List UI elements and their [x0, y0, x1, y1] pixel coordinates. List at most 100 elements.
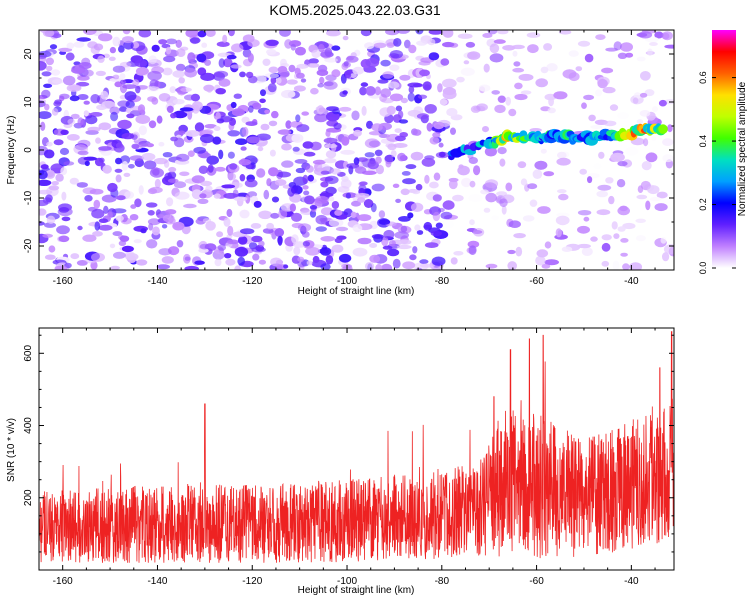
- spectrogram-cell: [430, 230, 442, 237]
- spectrogram-cell: [205, 185, 213, 192]
- x-tick-label: -140: [147, 276, 167, 287]
- spectrogram-cell: [151, 97, 159, 105]
- spectrogram-cell: [102, 164, 112, 174]
- spectrogram-cell: [601, 242, 611, 252]
- spectrogram-cell: [247, 75, 258, 84]
- spectrogram-cell: [98, 224, 113, 231]
- x-tick-label: -160: [53, 276, 73, 287]
- spectrogram-cell: [405, 164, 417, 170]
- spectrogram-cell: [319, 76, 325, 84]
- spectrogram-cell: [98, 218, 109, 223]
- spectrogram-cell: [408, 85, 415, 94]
- spectrogram-cell: [527, 183, 538, 190]
- spectrogram-cell: [148, 120, 157, 129]
- spectrogram-cell: [185, 130, 200, 137]
- x-tick-label: -100: [337, 576, 357, 587]
- spectrogram-cell: [407, 92, 415, 102]
- spectrogram-cell: [226, 208, 233, 218]
- spectrogram-cell: [63, 161, 75, 166]
- spectrogram-cell: [326, 30, 341, 37]
- spectrogram-cell: [491, 215, 499, 221]
- spectrogram-cell: [351, 200, 361, 207]
- spectrogram-cell: [302, 174, 309, 185]
- spectrogram-cell: [184, 94, 196, 101]
- spectrogram-cell: [172, 70, 185, 78]
- spectrogram-cell: [667, 124, 673, 133]
- spectrogram-cell: [617, 226, 626, 232]
- spectrogram-cell: [109, 77, 123, 82]
- spectrogram-cell: [234, 265, 242, 270]
- spectrogram-cell: [641, 161, 652, 171]
- spectrogram-cell: [422, 81, 432, 91]
- spectrogram-cell: [352, 224, 363, 233]
- spectrogram-cell: [277, 66, 288, 74]
- spectrogram-cell: [67, 134, 80, 141]
- spectrogram-cell: [140, 228, 147, 234]
- spectrogram-cell: [215, 111, 221, 121]
- spectrogram-cell: [360, 30, 372, 37]
- spectrogram-cell: [51, 108, 59, 116]
- spectrogram-cell: [546, 63, 558, 72]
- spectrogram-cell: [125, 107, 132, 114]
- spectrogram-cell: [41, 89, 51, 99]
- spectrogram-cell: [170, 112, 177, 119]
- spectrogram-cell: [457, 33, 473, 39]
- spectrogram-cell: [339, 91, 348, 98]
- spectrogram-cell: [602, 86, 616, 94]
- spectrogram-cell: [297, 256, 305, 262]
- y-tick-label: -10: [23, 190, 34, 205]
- spectrogram-cell: [177, 130, 186, 136]
- spectrogram-cell: [507, 249, 516, 255]
- spectrogram-cell: [584, 53, 594, 63]
- spectrogram-cell: [499, 198, 508, 207]
- spectrogram-cell: [119, 79, 127, 85]
- spectrogram-cell: [98, 122, 112, 131]
- spectrogram-cell: [432, 194, 442, 202]
- spectrogram-cell: [217, 244, 226, 251]
- spectrogram-cell: [119, 61, 132, 68]
- spectrogram-cell: [129, 214, 139, 221]
- spectrogram-cell: [328, 218, 344, 228]
- spectrogram-cell: [158, 39, 168, 45]
- spectrogram-cell: [101, 100, 116, 109]
- spectrogram-cell: [662, 138, 674, 147]
- spectrogram-cell: [423, 221, 433, 231]
- spectrogram-cell: [558, 193, 569, 201]
- spectrogram-cell: [439, 220, 454, 229]
- spectrogram-cell: [416, 230, 424, 235]
- spectrogram-cell: [60, 129, 69, 135]
- spectrogram-cell: [227, 151, 235, 159]
- spectrogram-cell: [590, 236, 598, 242]
- spectrogram-cell: [136, 259, 148, 266]
- y-tick-label: 20: [23, 48, 34, 60]
- spectrogram-cell: [134, 59, 148, 68]
- spectrogram-cell: [42, 30, 55, 37]
- spectrogram-cell: [478, 84, 491, 92]
- spectrogram-cell: [416, 40, 428, 46]
- spectrogram-cell: [268, 66, 279, 74]
- spectrogram-cell: [487, 30, 498, 35]
- spectrogram-cell: [129, 155, 145, 161]
- spectrogram-cell: [662, 154, 674, 163]
- spectrogram-cell: [305, 165, 314, 173]
- spectrogram-cell: [42, 233, 53, 238]
- spectrogram-cell: [644, 89, 655, 97]
- spectrogram-cell: [161, 224, 168, 229]
- snr-x-label: Height of straight line (km): [298, 585, 415, 596]
- spectrogram-cell: [268, 167, 279, 177]
- spectrogram-cell: [288, 64, 296, 73]
- spectrogram-cell: [658, 99, 667, 107]
- spectrogram-cell: [163, 55, 176, 63]
- spectrogram-cell: [344, 72, 352, 79]
- colorbar-tick-label: 0.0: [698, 262, 708, 275]
- spectrogram-cell: [58, 207, 70, 213]
- spectrogram-cell: [48, 245, 56, 253]
- spectrogram-cell: [184, 256, 191, 261]
- spectrogram-cell: [588, 114, 596, 122]
- spectrogram-cell: [270, 212, 280, 219]
- spectrogram-cell: [537, 206, 551, 214]
- spectrogram-cell: [338, 253, 352, 263]
- spectrogram-cell: [43, 149, 55, 159]
- spectrogram-cell: [342, 35, 349, 41]
- spectrogram-cell: [364, 262, 375, 270]
